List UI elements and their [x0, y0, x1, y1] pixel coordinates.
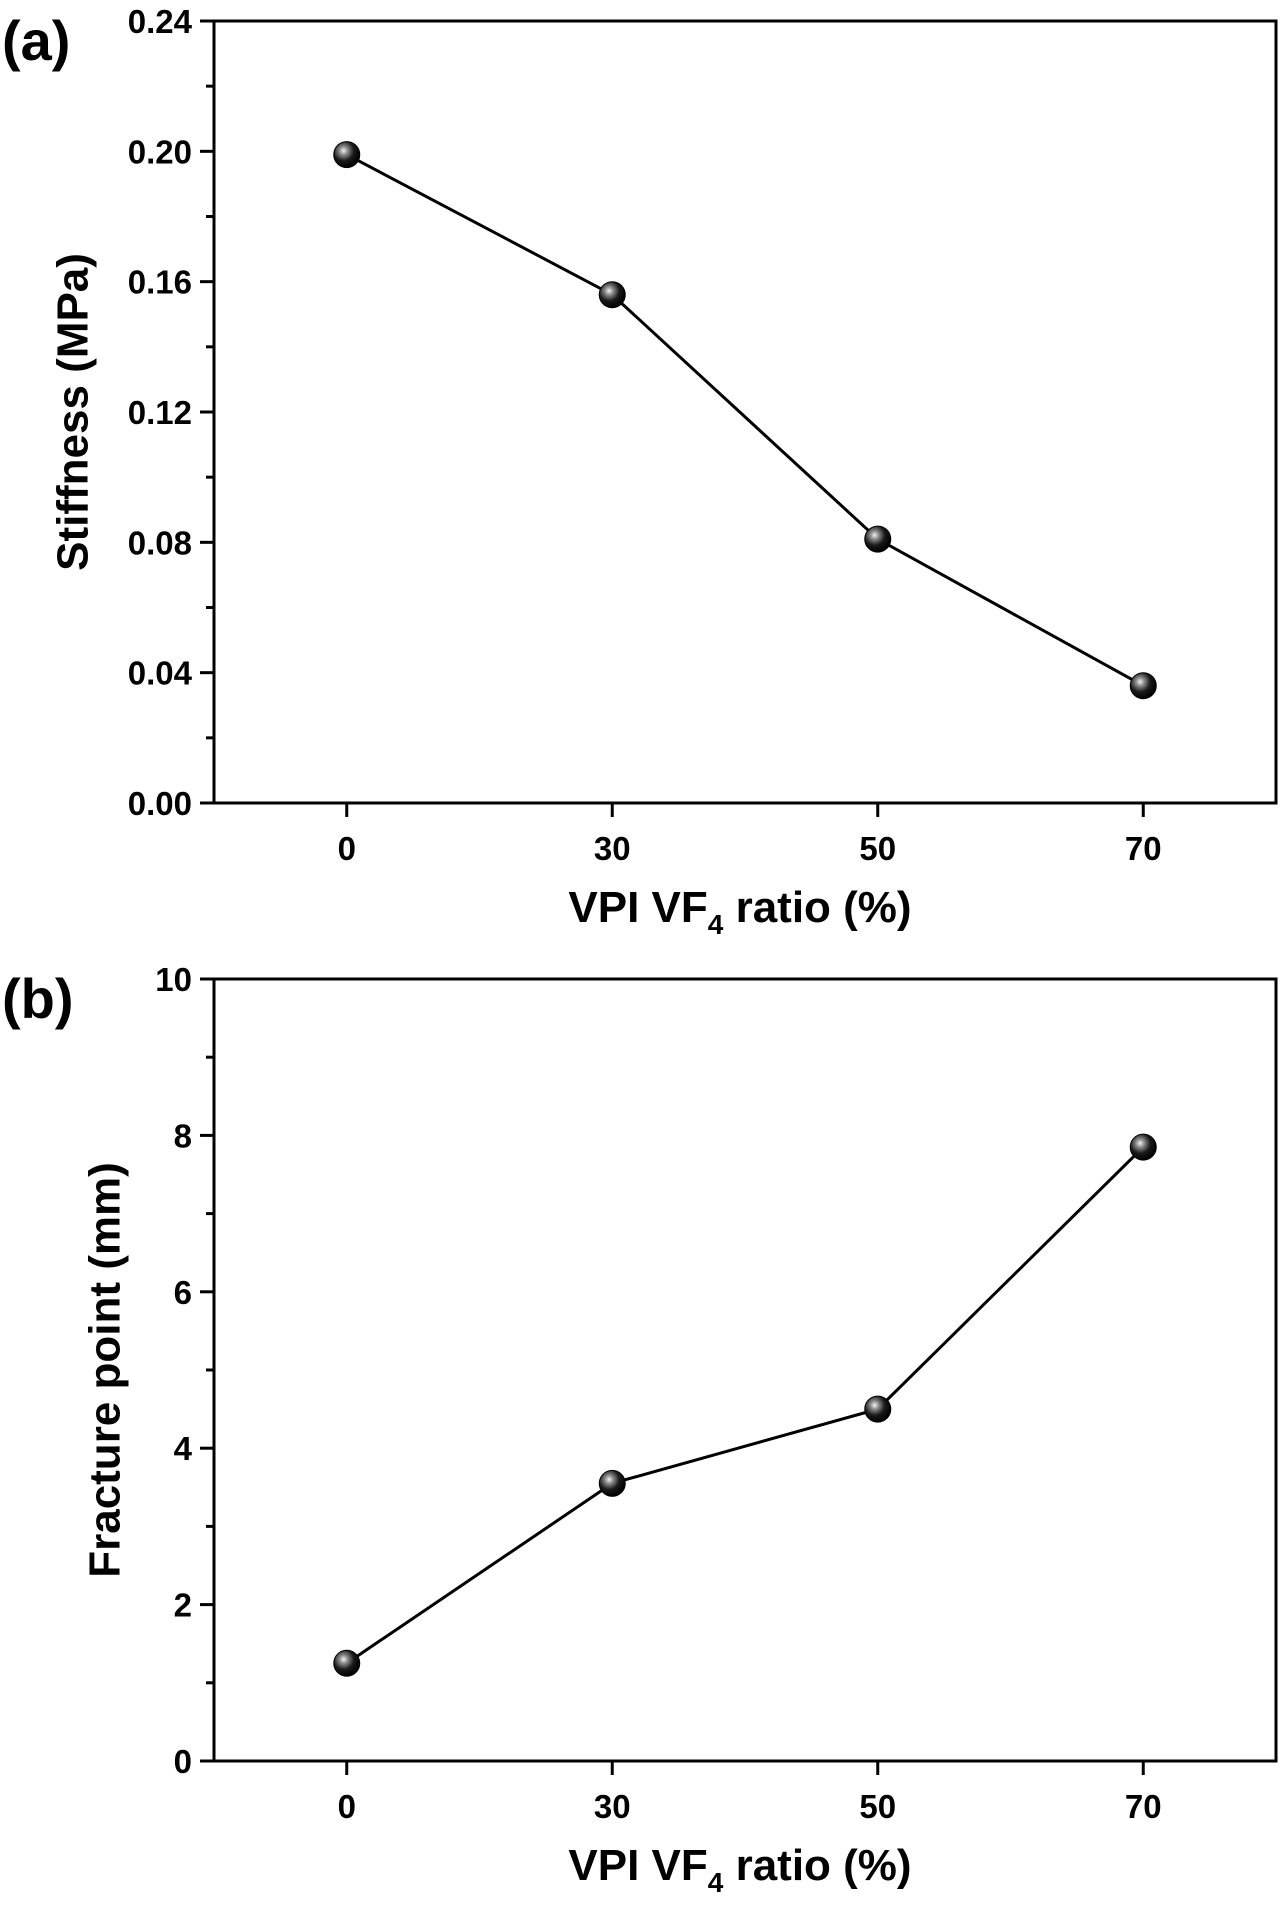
data-point	[864, 1395, 892, 1423]
x-tick-label: 70	[1125, 830, 1162, 867]
plot-frame	[212, 19, 1278, 805]
x-axis-title-subscript: 4	[708, 909, 724, 940]
y-tick-label: 0.00	[128, 785, 192, 822]
x-axis-title: VPI VF4 ratio (%)	[568, 883, 911, 940]
x-tick-label: 70	[1125, 1788, 1162, 1825]
x-axis-title-main: VPI VF	[568, 1841, 707, 1890]
data-point	[598, 281, 626, 309]
plot-frame	[212, 977, 1278, 1763]
panel-a: (a) 0.00 0.04 0.08 0.12 0.16 0.20 0.24 0 30 50 70…	[2, 3, 1278, 940]
data-point	[333, 141, 361, 169]
x-tick-label: 30	[594, 1788, 631, 1825]
x-axis-title: VPI VF4 ratio (%)	[568, 1841, 911, 1898]
y-tick-label: 0.12	[128, 394, 192, 431]
data-point	[598, 1469, 626, 1497]
x-axis-title-main: VPI VF	[568, 883, 707, 932]
y-tick-label: 2	[174, 1587, 192, 1624]
x-tick-label: 50	[859, 1788, 896, 1825]
x-axis-title-suffix: ratio (%)	[723, 1841, 911, 1890]
x-tick-label: 0	[338, 830, 356, 867]
y-tick-label: 8	[174, 1117, 192, 1154]
data-point	[1129, 672, 1157, 700]
y-tick-label: 0	[174, 1743, 192, 1780]
y-ticks: 0 2 4 6 8 10	[155, 961, 214, 1780]
markers	[333, 141, 1157, 700]
y-tick-label: 0.08	[128, 524, 192, 561]
data-point	[864, 525, 892, 553]
y-tick-label: 4	[174, 1430, 193, 1467]
y-tick-label: 6	[174, 1274, 192, 1311]
y-tick-label: 0.24	[128, 3, 193, 40]
x-axis-title-subscript: 4	[708, 1867, 724, 1898]
series-line	[345, 1146, 1145, 1665]
panel-label: (a)	[2, 9, 70, 72]
x-ticks: 0 30 50 70	[338, 803, 1162, 867]
x-tick-label: 30	[594, 830, 631, 867]
y-ticks: 0.00 0.04 0.08 0.12 0.16 0.20 0.24	[128, 3, 214, 822]
x-ticks: 0 30 50 70	[338, 1761, 1162, 1825]
y-tick-label: 0.04	[128, 655, 193, 692]
data-point	[333, 1649, 361, 1677]
x-axis-title-suffix: ratio (%)	[723, 883, 911, 932]
y-axis-title: Stiffness (MPa)	[48, 253, 97, 571]
series-line	[346, 153, 1144, 688]
y-tick-label: 0.20	[128, 133, 192, 170]
markers	[333, 1133, 1157, 1677]
x-tick-label: 50	[859, 830, 896, 867]
y-tick-label: 10	[155, 961, 192, 998]
y-axis-title: Fracture point (mm)	[80, 1162, 129, 1578]
panel-label: (b)	[2, 967, 74, 1030]
y-tick-label: 0.16	[128, 264, 192, 301]
data-point	[1129, 1133, 1157, 1161]
x-tick-label: 0	[338, 1788, 356, 1825]
